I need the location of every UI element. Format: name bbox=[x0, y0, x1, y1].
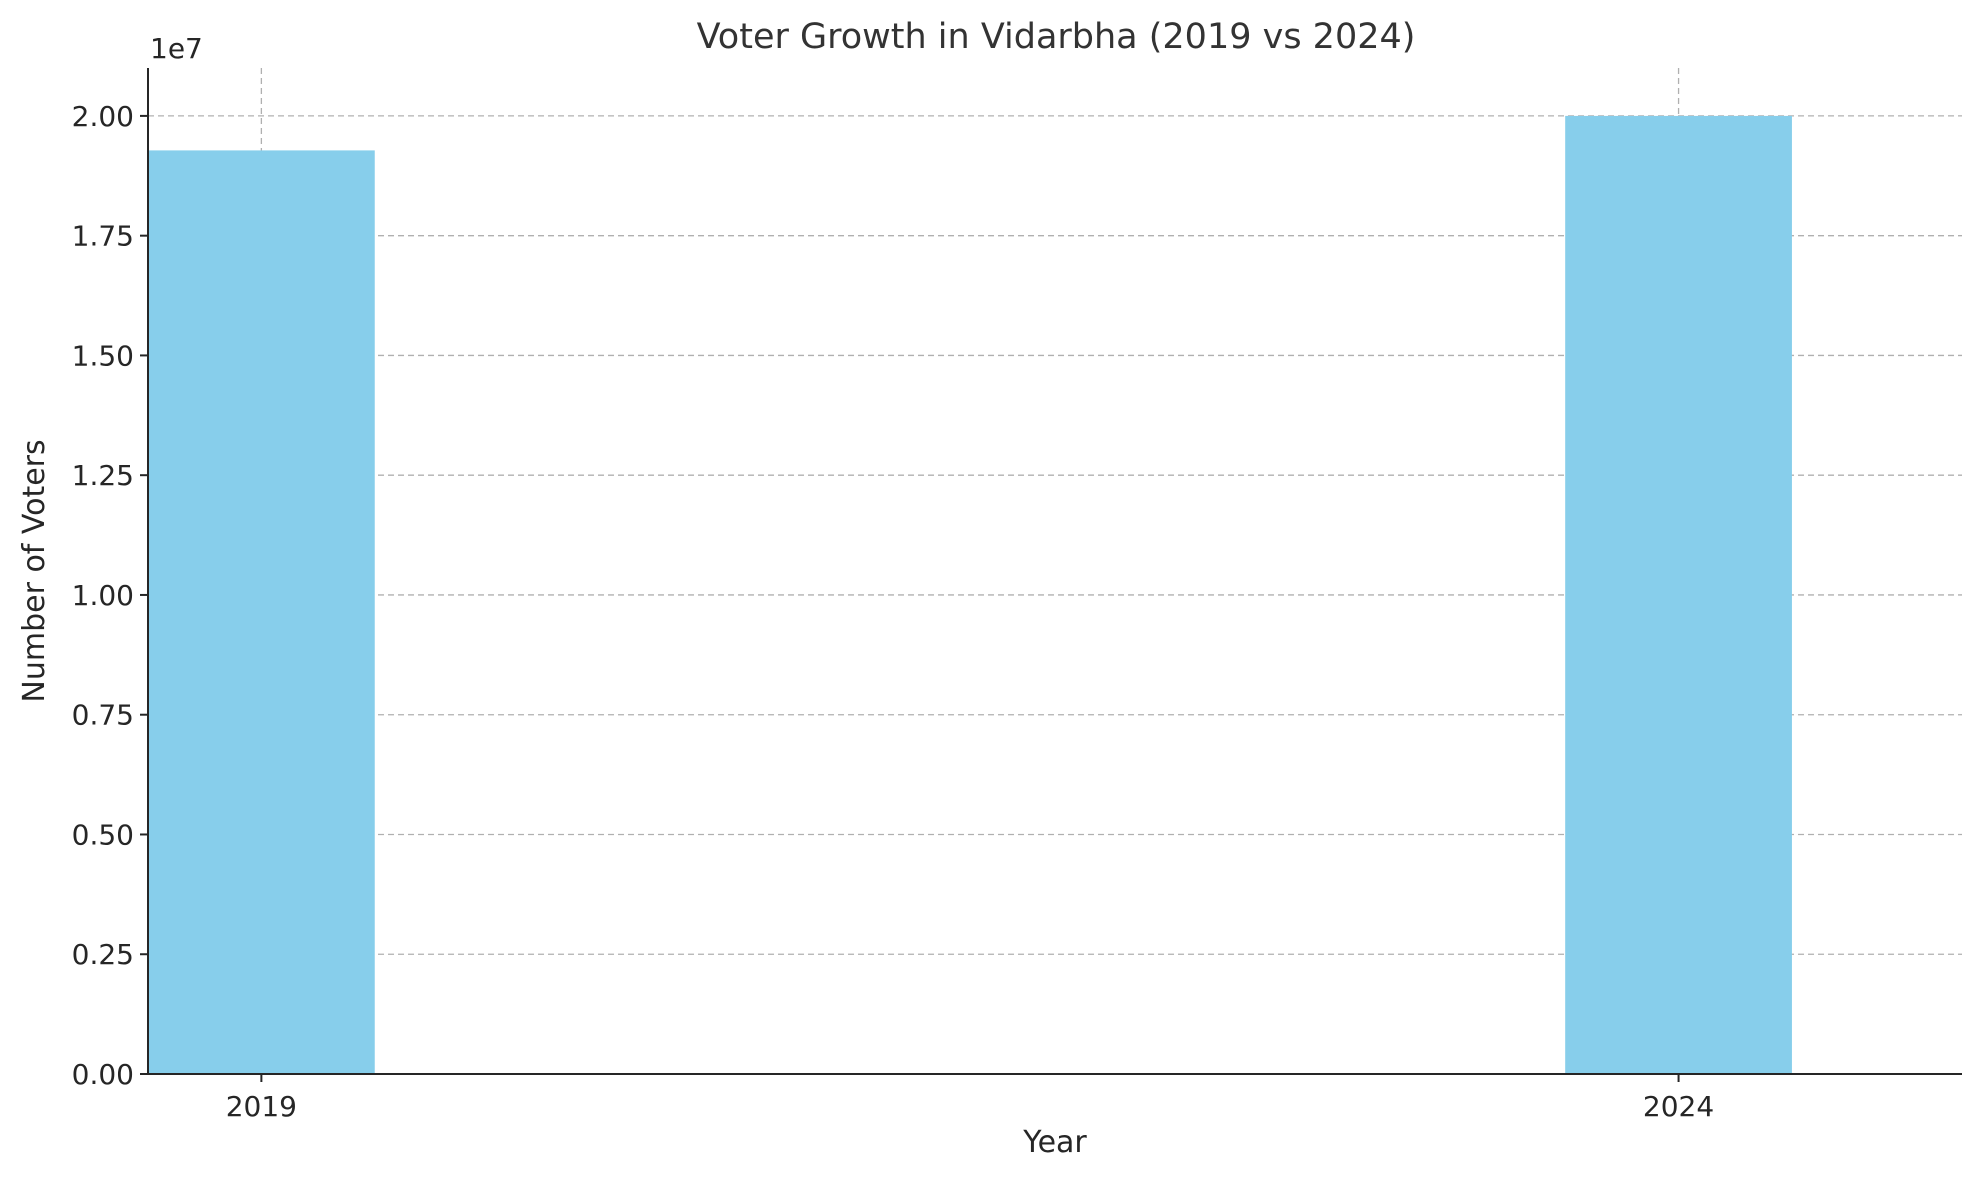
y-tick-label: 1.00 bbox=[72, 579, 134, 612]
x-ticks: 2019 2024 bbox=[226, 1074, 1714, 1123]
x-tick-label: 2019 bbox=[226, 1090, 297, 1123]
y-offset-label: 1e7 bbox=[150, 32, 203, 65]
y-tick-label: 1.75 bbox=[72, 220, 134, 253]
y-ticks: 0.00 0.25 0.50 0.75 1.00 1.25 1.50 1.75 2.00 bbox=[72, 100, 148, 1091]
bar-2019 bbox=[148, 150, 375, 1075]
x-gridlines bbox=[260, 68, 1680, 1074]
y-tick-label: 0.50 bbox=[72, 818, 134, 851]
x-tick-label: 2024 bbox=[1643, 1090, 1714, 1123]
y-tick-label: 1.50 bbox=[72, 339, 134, 372]
bar-2024 bbox=[1565, 115, 1792, 1074]
x-axis-label: Year bbox=[1022, 1125, 1087, 1160]
chart-title: Voter Growth in Vidarbha (2019 vs 2024) bbox=[697, 17, 1416, 57]
y-axis-label: Number of Voters bbox=[17, 439, 52, 702]
y-tick-label: 0.75 bbox=[72, 699, 134, 732]
y-tick-label: 1.25 bbox=[72, 459, 134, 492]
y-tick-label: 0.00 bbox=[72, 1058, 134, 1091]
y-tick-label: 0.25 bbox=[72, 938, 134, 971]
bars bbox=[148, 115, 1792, 1075]
y-tick-label: 2.00 bbox=[72, 100, 134, 133]
